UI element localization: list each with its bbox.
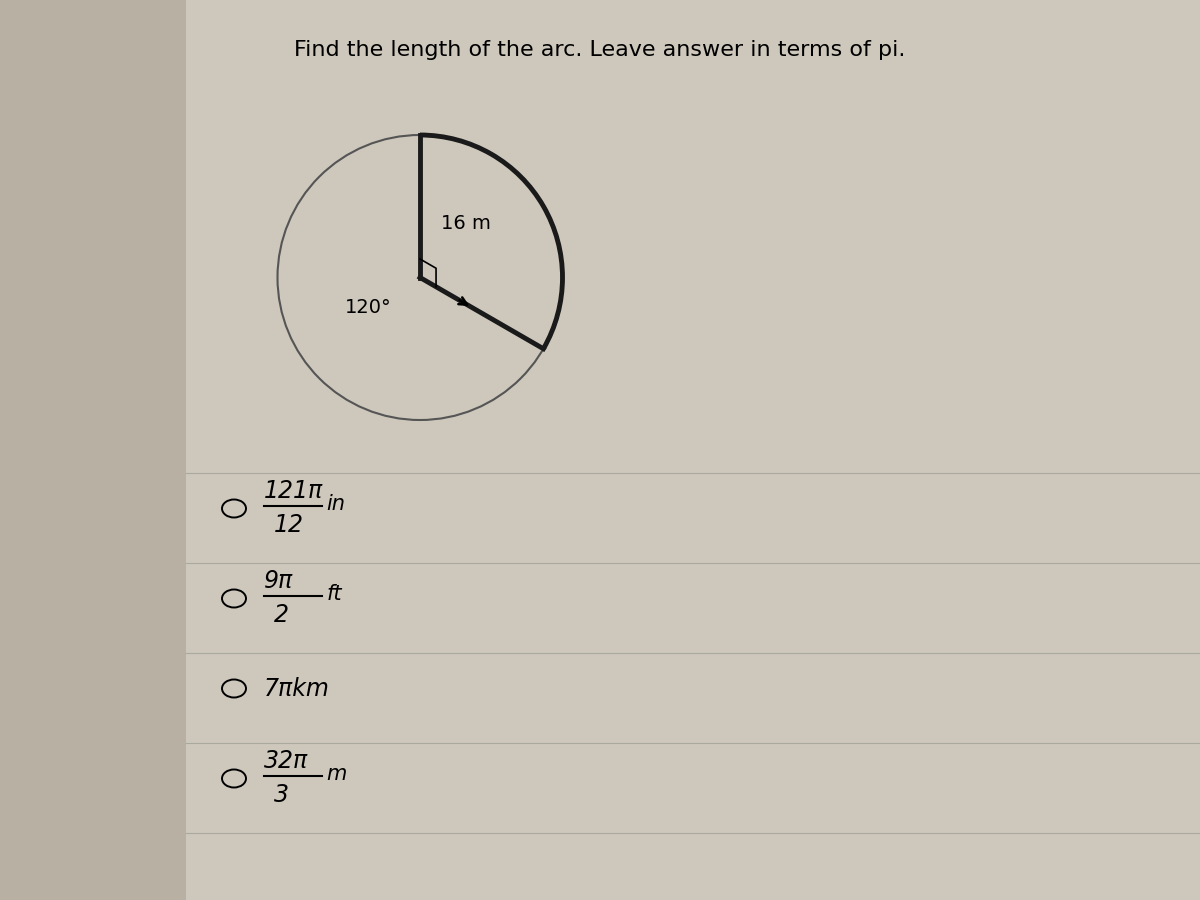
Text: 2: 2: [274, 603, 289, 626]
Text: 12: 12: [274, 513, 304, 536]
Text: 32π: 32π: [264, 749, 308, 772]
Text: 7πkm: 7πkm: [264, 677, 330, 700]
Text: m: m: [326, 764, 347, 784]
Text: 3: 3: [274, 783, 289, 806]
Text: ft: ft: [326, 584, 342, 604]
Text: 16 m: 16 m: [442, 214, 491, 233]
Text: in: in: [326, 494, 346, 514]
Text: Find the length of the arc. Leave answer in terms of pi.: Find the length of the arc. Leave answer…: [294, 40, 906, 60]
Text: 121π: 121π: [264, 479, 323, 502]
Text: 120°: 120°: [344, 298, 391, 317]
Text: 9π: 9π: [264, 569, 293, 592]
